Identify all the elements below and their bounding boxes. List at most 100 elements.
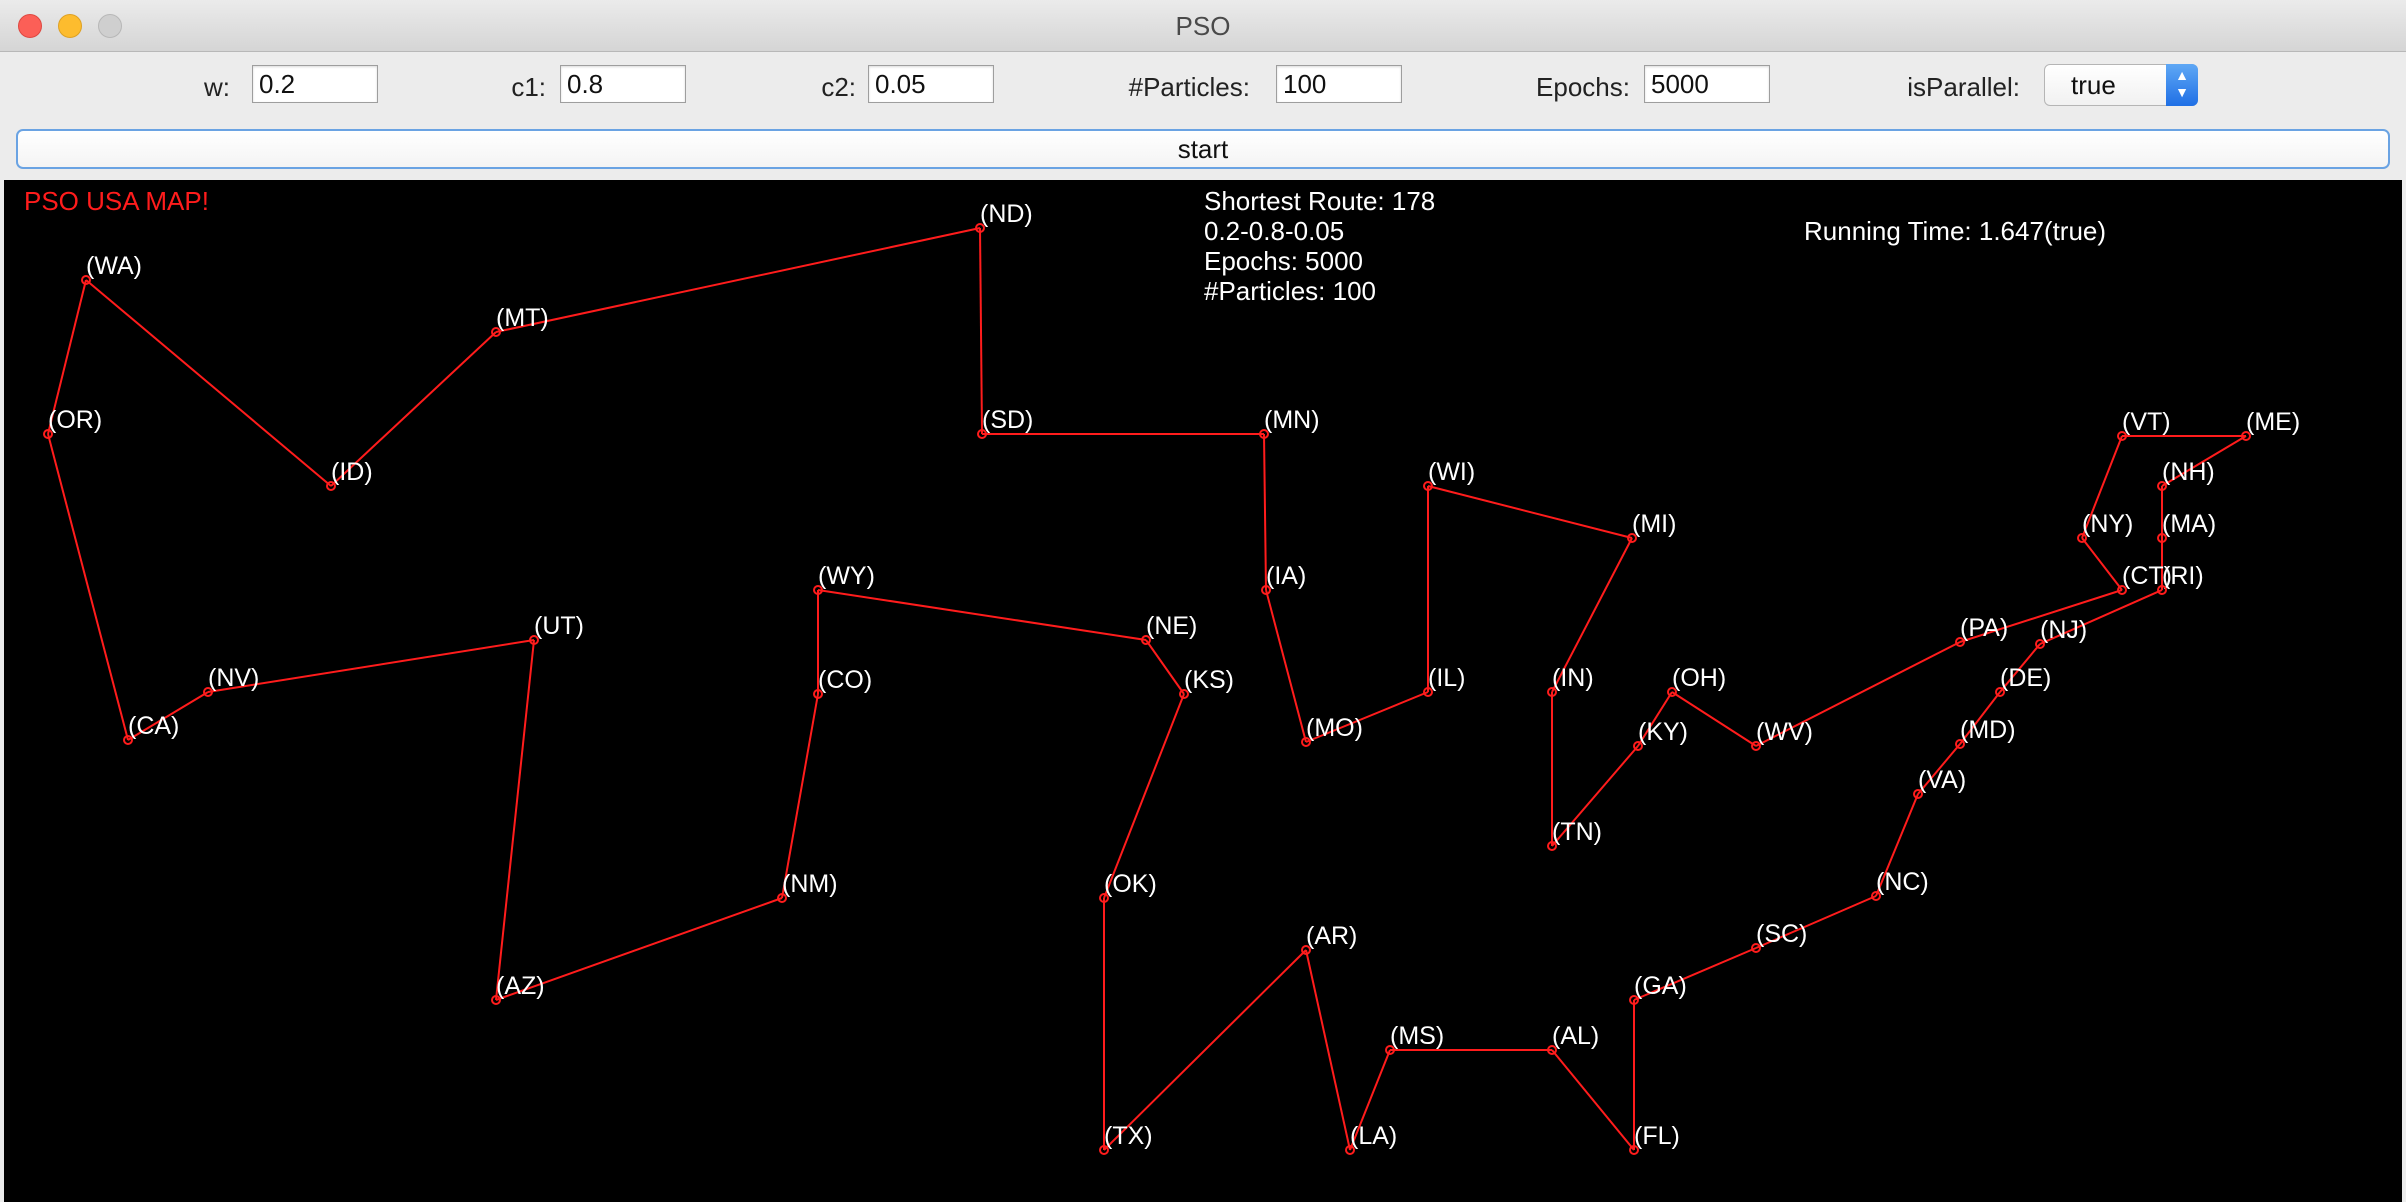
state-label-ga: (GA) (1634, 972, 1687, 1000)
state-node-la (1345, 1145, 1355, 1155)
epochs-input[interactable] (1644, 65, 1770, 103)
state-node-vt (2117, 431, 2127, 441)
route-segment (1427, 485, 1633, 539)
c1-input[interactable] (560, 65, 686, 103)
state-node-ma (2157, 533, 2167, 543)
c2-input[interactable] (868, 65, 994, 103)
state-node-il (1423, 687, 1433, 697)
state-label-nc: (NC) (1876, 868, 1929, 896)
particles-input[interactable] (1276, 65, 1402, 103)
state-label-md: (MD) (1960, 716, 2016, 744)
route-segment (330, 331, 497, 487)
state-label-mt: (MT) (496, 304, 549, 332)
state-node-in (1547, 687, 1557, 697)
state-node-ky (1633, 741, 1643, 751)
state-label-ca: (CA) (128, 712, 179, 740)
parameter-bar: w: c1: c2: #Particles: Epochs: isParalle… (0, 52, 2406, 128)
state-node-oh (1667, 687, 1677, 697)
state-node-mo (1301, 737, 1311, 747)
state-label-mn: (MN) (1264, 406, 1320, 434)
state-label-ri: (RI) (2162, 562, 2204, 590)
route-segment (2161, 435, 2247, 487)
route-segment (1959, 691, 2001, 745)
is-parallel-select[interactable]: true ▲ ▼ (2044, 64, 2198, 106)
state-node-ny (2077, 533, 2087, 543)
route-segment (1671, 691, 1757, 747)
state-label-nv: (NV) (208, 664, 259, 692)
start-button[interactable]: start (16, 129, 2390, 169)
state-label-la: (LA) (1350, 1122, 1397, 1150)
shortest-route-text: Shortest Route: 178 (1204, 186, 1436, 216)
state-label-vt: (VT) (2122, 408, 2171, 436)
state-node-ms (1385, 1045, 1395, 1055)
route-segment (1305, 691, 1429, 743)
map-title: PSO USA MAP! (24, 186, 209, 216)
route-segment (781, 693, 819, 899)
state-label-ia: (IA) (1266, 562, 1306, 590)
route-segment (495, 639, 535, 1001)
particles-label: #Particles: (1128, 72, 1250, 102)
route-segment (817, 589, 1147, 641)
state-node-ks (1179, 689, 1189, 699)
route-segment (47, 433, 129, 741)
state-node-nc (1871, 891, 1881, 901)
state-node-ok (1099, 893, 1109, 903)
state-node-ia (1261, 585, 1271, 595)
minimize-window-button[interactable] (58, 14, 82, 38)
state-label-me: (ME) (2246, 408, 2300, 436)
state-label-wy: (WY) (818, 562, 875, 590)
state-node-de (1995, 687, 2005, 697)
state-node-mt (491, 327, 501, 337)
route-segment (1755, 895, 1877, 949)
w-input[interactable] (252, 65, 378, 103)
route-segment (85, 279, 332, 487)
route-segment (1551, 745, 1639, 847)
route-segment (1875, 793, 1919, 897)
route-segment (1103, 693, 1185, 899)
state-label-ms: (MS) (1390, 1022, 1444, 1050)
state-node-nj (2035, 639, 2045, 649)
route-segment (495, 227, 981, 333)
route-segment (1999, 643, 2041, 693)
route-segment (127, 691, 209, 741)
state-label-sd: (SD) (982, 406, 1033, 434)
route-segment (1551, 537, 1633, 693)
is-parallel-value: true (2071, 70, 2116, 100)
state-node-ut (529, 635, 539, 645)
route-segment (1755, 641, 1961, 747)
state-label-mi: (MI) (1632, 510, 1676, 538)
route-segment (1305, 949, 1351, 1151)
route-segment (1637, 691, 1673, 747)
state-node-mn (1259, 429, 1269, 439)
state-node-wi (1423, 481, 1433, 491)
state-label-oh: (OH) (1672, 664, 1726, 692)
state-label-ky: (KY) (1638, 718, 1688, 746)
state-label-al: (AL) (1552, 1022, 1599, 1050)
route-segment (1959, 589, 2123, 643)
state-node-tn (1547, 841, 1557, 851)
state-node-nv (203, 687, 213, 697)
epochs-label: Epochs: (1536, 72, 1630, 102)
state-node-ct (2117, 585, 2127, 595)
state-label-or: (OR) (48, 406, 102, 434)
state-label-ut: (UT) (534, 612, 584, 640)
state-label-nm: (NM) (782, 870, 838, 898)
state-node-ri (2157, 585, 2167, 595)
state-node-id (326, 481, 336, 491)
state-label-fl: (FL) (1634, 1122, 1680, 1150)
title-bar[interactable]: PSO (0, 0, 2406, 52)
state-label-de: (DE) (2000, 664, 2051, 692)
route-segment (1265, 589, 1307, 743)
state-label-il: (IL) (1428, 664, 1466, 692)
state-label-ok: (OK) (1104, 870, 1157, 898)
running-time-text: Running Time: 1.647(true) (1804, 216, 2107, 246)
state-node-wv (1751, 741, 1761, 751)
select-arrows-icon: ▲ ▼ (2166, 64, 2198, 106)
state-label-tx: (TX) (1104, 1122, 1153, 1150)
state-label-mo: (MO) (1306, 714, 1363, 742)
zoom-window-button[interactable] (98, 14, 122, 38)
close-window-button[interactable] (18, 14, 42, 38)
route-segment (2081, 537, 2123, 591)
state-node-or (43, 429, 53, 439)
